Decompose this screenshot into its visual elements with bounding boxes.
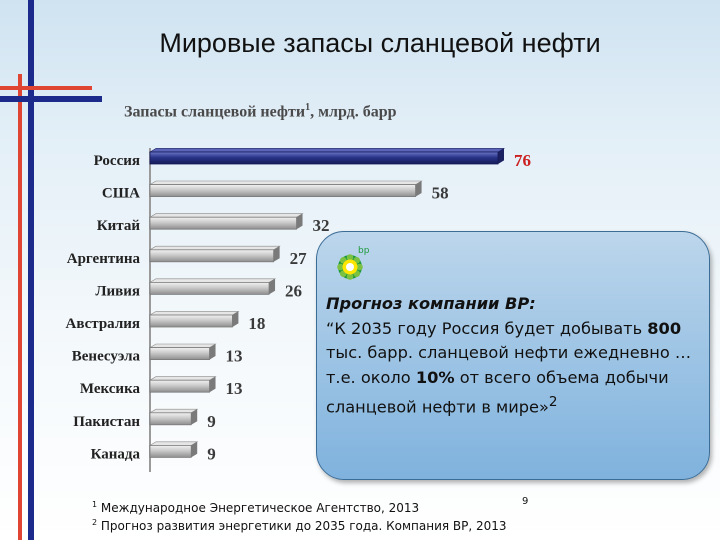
bar-group-3: Аргентина 27 xyxy=(67,245,308,268)
forecast-text: Прогноз компании BP: “К 2035 году Россия … xyxy=(326,292,706,420)
bp-logo-text: bp xyxy=(358,246,370,256)
bp-logo: bp xyxy=(337,246,370,280)
bar-top-5 xyxy=(148,311,240,316)
bar-top-3 xyxy=(148,245,281,251)
bar-side-5 xyxy=(232,311,239,327)
category-label-0: Россия xyxy=(94,153,140,169)
forecast-footnote-ref: 2 xyxy=(548,394,558,411)
bar-group-4: Ливия 26 xyxy=(95,278,302,300)
value-label-3: 27 xyxy=(290,249,308,268)
bar-9 xyxy=(149,444,192,458)
bar-group-8: Пакистан 9 xyxy=(73,408,216,431)
bar-group-5: Австралия 18 xyxy=(66,311,265,333)
forecast-quote-part-1: “К 2035 году Россия будет добывать xyxy=(326,318,648,338)
bar-top-0 xyxy=(148,148,506,153)
bar-2 xyxy=(149,216,297,230)
footnote-1-text: Международное Энергетическое Агентство, … xyxy=(97,501,420,515)
bar-side-0 xyxy=(498,148,504,164)
bar-side-2 xyxy=(296,213,303,230)
bar-group-6: Венесуэла 13 xyxy=(72,343,243,366)
category-label-8: Пакистан xyxy=(73,414,140,430)
value-label-0: 76 xyxy=(514,151,531,170)
chart-title-footnote-ref: 1 xyxy=(305,102,311,113)
bar-side-3 xyxy=(273,246,280,262)
footnote-2: 2 Прогноз развития энергетики до 2035 го… xyxy=(92,518,507,533)
category-label-5: Австралия xyxy=(66,316,140,332)
bar-group-2: Китай 32 xyxy=(97,213,330,235)
bar-top-8 xyxy=(148,408,199,414)
value-label-1: 58 xyxy=(432,184,449,203)
bar-6 xyxy=(149,347,210,361)
bar-0 xyxy=(149,151,499,165)
chart-title: Запасы сланцевой нефти1, млрд. барр xyxy=(124,102,397,121)
bar-side-9 xyxy=(191,441,198,458)
forecast-bold-volume: 800 xyxy=(647,318,682,338)
bar-side-6 xyxy=(209,344,216,360)
forecast-quote-part-3: от всего объема добычи сланцевой нефти в… xyxy=(326,367,669,417)
decor-line-horizontal-red xyxy=(0,86,92,90)
value-label-6: 13 xyxy=(226,347,243,366)
bar-group-1: США 58 xyxy=(102,180,449,203)
forecast-callout xyxy=(316,231,710,480)
bar-top-6 xyxy=(148,343,217,348)
bar-top-9 xyxy=(148,441,199,446)
bar-1 xyxy=(149,184,416,198)
bar-top-1 xyxy=(148,180,423,185)
bar-group-7: Мексика 13 xyxy=(80,376,243,398)
forecast-bold-share: 10% xyxy=(415,367,455,387)
decor-line-horizontal-blue xyxy=(0,96,102,102)
value-label-5: 18 xyxy=(248,314,265,333)
footnote-1: 1 Международное Энергетическое Агентство… xyxy=(92,500,419,515)
bar-side-4 xyxy=(269,278,276,295)
footnote-2-text: Прогноз развития энергетики до 2035 года… xyxy=(97,519,507,533)
forecast-title: Прогноз компании BP: xyxy=(326,294,536,313)
page-number: 9 xyxy=(522,496,529,507)
bar-7 xyxy=(149,379,210,393)
slide-title: Мировые запасы сланцевой нефти xyxy=(159,28,601,58)
category-label-4: Ливия xyxy=(95,283,140,299)
bar-side-1 xyxy=(415,181,422,197)
forecast-quote-part-2: тыс. барр. сланцевой нефти ежедневно …т.… xyxy=(326,343,692,387)
footnote-1-num: 1 xyxy=(92,500,98,509)
category-label-7: Мексика xyxy=(80,381,141,397)
category-label-6: Венесуэла xyxy=(72,349,141,365)
decor-line-vertical-red xyxy=(18,74,22,540)
bar-4 xyxy=(149,281,270,295)
category-label-2: Китай xyxy=(97,218,141,234)
value-label-8: 9 xyxy=(207,412,216,431)
chart-title-suffix: , млрд. барр xyxy=(310,103,397,121)
bar-group-0: Россия 76 xyxy=(94,148,531,170)
category-label-3: Аргентина xyxy=(67,251,141,267)
footnote-2-num: 2 xyxy=(92,518,98,527)
decor-line-vertical-blue xyxy=(28,0,34,540)
category-label-9: Канада xyxy=(91,446,141,462)
chart-title-text: Запасы сланцевой нефти xyxy=(124,103,306,121)
bar-5 xyxy=(149,314,233,328)
bar-side-7 xyxy=(209,376,216,393)
bar-side-8 xyxy=(191,409,198,425)
bar-8 xyxy=(149,412,192,426)
bar-top-4 xyxy=(148,278,277,283)
bar-group-9: Канада 9 xyxy=(91,441,216,463)
bar-3 xyxy=(149,249,275,263)
category-label-1: США xyxy=(102,186,140,202)
value-label-2: 32 xyxy=(313,216,330,235)
bar-top-7 xyxy=(148,376,217,381)
bar-top-2 xyxy=(148,213,304,218)
value-label-9: 9 xyxy=(207,444,216,463)
value-label-7: 13 xyxy=(226,379,243,398)
value-label-4: 26 xyxy=(285,281,302,300)
